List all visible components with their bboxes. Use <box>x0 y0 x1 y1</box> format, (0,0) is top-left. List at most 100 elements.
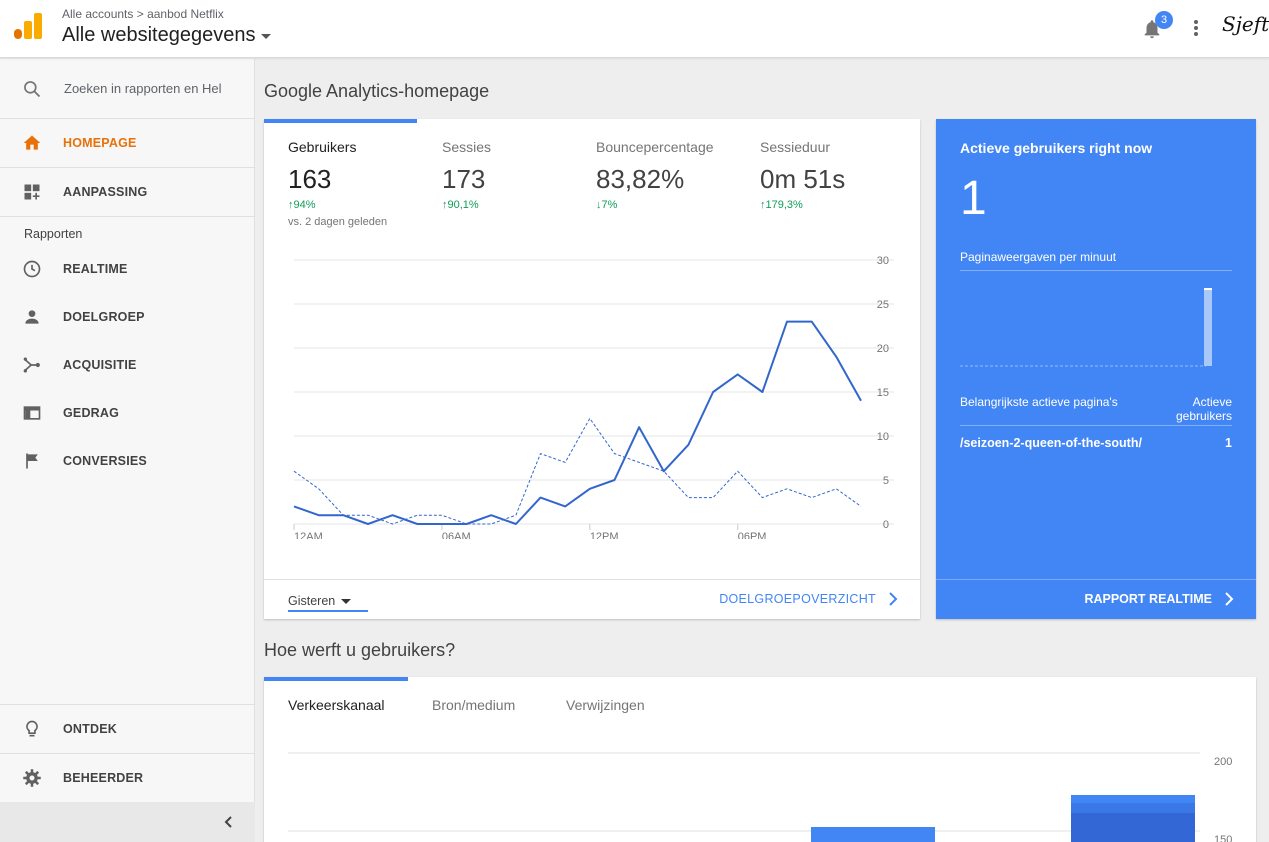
card-footer: Gisteren DOELGROEPOVERZICHT <box>264 579 920 619</box>
sidebar-item-label: REALTIME <box>63 262 128 276</box>
x-tick-label: 06PM <box>738 531 767 539</box>
dashboard-add-icon <box>24 184 40 200</box>
dropdown-arrow-icon <box>261 34 272 39</box>
metric-change: ↑94% <box>288 199 387 211</box>
audience-overview-card: Gebruikers 163 ↑94% vs. 2 dagen geleden … <box>264 119 920 619</box>
arrow-up-icon: ↑ <box>442 199 448 211</box>
tab-traffic-channel[interactable]: Verkeerskanaal <box>288 697 385 713</box>
breadcrumb[interactable]: Alle accounts > aanbod Netflix <box>62 7 224 21</box>
date-range-value: Gisteren <box>288 594 336 608</box>
collapse-sidebar-bar[interactable] <box>0 802 255 842</box>
realtime-title: Actieve gebruikers right now <box>960 140 1153 156</box>
metric-change: ↑179,3% <box>760 199 845 211</box>
person-icon <box>25 310 39 324</box>
y-tick-label: 5 <box>883 475 889 487</box>
reports-section-label: Rapporten <box>24 227 83 241</box>
dropdown-arrow-icon <box>341 598 352 604</box>
y-tick-label: 30 <box>877 255 889 267</box>
users-series-line <box>293 320 862 525</box>
active-tab-indicator <box>264 677 408 681</box>
metric-label: Sessieduur <box>760 139 831 155</box>
account-avatar-signature[interactable]: Sjeft <box>1222 12 1269 36</box>
y-tick-label: 15 <box>877 387 889 399</box>
chevron-right-icon <box>889 592 898 606</box>
lightbulb-icon <box>26 720 38 737</box>
users-line-chart: 0 5 10 15 20 25 30 12AM 06AM 12PM 06PM <box>293 255 894 539</box>
channel-bar-segment[interactable] <box>1071 795 1195 803</box>
active-users-header: Actieve gebruikers <box>1176 395 1232 423</box>
sidebar-item-conversions[interactable]: CONVERSIES <box>0 437 254 485</box>
sidebar-item-label: DOELGROEP <box>63 310 145 324</box>
sidebar-item-label: AANPASSING <box>63 185 148 199</box>
audience-overview-link[interactable]: DOELGROEPOVERZICHT <box>719 592 898 606</box>
x-tick-label: 12PM <box>590 531 619 539</box>
metric-bounce-rate[interactable]: Bouncepercentage 83,82% ↓7% <box>596 139 714 211</box>
search-icon <box>24 80 41 97</box>
metric-label: Gebruikers <box>288 139 357 155</box>
acquisition-bar-chart: 200 150 <box>288 752 1232 842</box>
audience-overview-link-label: DOELGROEPOVERZICHT <box>719 592 876 606</box>
metric-change: ↓7% <box>596 199 714 211</box>
sidebar-footer-nav: ONTDEK BEHEERDER <box>0 704 255 802</box>
channel-bar-segment[interactable] <box>1071 803 1195 813</box>
active-metric-indicator <box>264 119 417 123</box>
notification-count-badge: 3 <box>1155 11 1173 29</box>
sidebar-item-customization[interactable]: AANPASSING <box>0 168 254 216</box>
metric-label: Sessies <box>442 139 492 155</box>
sidebar-item-label: CONVERSIES <box>63 454 147 468</box>
active-page-path[interactable]: /seizoen-2-queen-of-the-south/ <box>960 436 1142 450</box>
tab-source-medium[interactable]: Bron/medium <box>432 697 516 713</box>
analytics-logo[interactable] <box>14 13 42 39</box>
sidebar-item-label: BEHEERDER <box>63 771 144 785</box>
realtime-card: Actieve gebruikers right now 1 Paginawee… <box>936 119 1256 619</box>
sidebar-item-label: GEDRAG <box>63 406 120 420</box>
metric-change: ↑90,1% <box>442 199 491 211</box>
realtime-report-link[interactable]: RAPPORT REALTIME <box>1084 592 1234 606</box>
web-page-icon <box>23 406 41 420</box>
sidebar-item-label: ONTDEK <box>63 722 117 736</box>
pageview-bar <box>1204 288 1212 366</box>
pageviews-per-minute-chart <box>960 288 1212 367</box>
sidebar-item-admin[interactable]: BEHEERDER <box>0 754 255 802</box>
metric-users[interactable]: Gebruikers 163 ↑94% vs. 2 dagen geleden <box>288 139 387 228</box>
search-input[interactable]: Zoeken in rapporten en Hel <box>64 81 222 96</box>
property-view-selector[interactable]: Alle websitegegevens <box>62 24 272 47</box>
sidebar-item-acquisition[interactable]: ACQUISITIE <box>0 341 254 389</box>
realtime-report-link-label: RAPPORT REALTIME <box>1084 592 1212 606</box>
metric-session-duration[interactable]: Sessieduur 0m 51s ↑179,3% <box>760 139 845 211</box>
more-options-icon[interactable] <box>1190 18 1202 38</box>
metric-label: Bouncepercentage <box>596 139 714 155</box>
metric-change-value: 7% <box>601 199 618 211</box>
y-tick-label: 25 <box>877 299 889 311</box>
sidebar-item-audience[interactable]: DOELGROEP <box>0 293 254 341</box>
comparison-series-line <box>293 417 862 525</box>
metric-change-value: 90,1% <box>447 199 479 211</box>
divider <box>0 216 254 217</box>
chevron-left-icon[interactable] <box>221 814 237 830</box>
sidebar-item-behavior[interactable]: GEDRAG <box>0 389 254 437</box>
page-title: Google Analytics-homepage <box>264 81 490 101</box>
property-view-label: Alle websitegegevens <box>62 24 256 46</box>
sidebar: Zoeken in rapporten en Hel HOMEPAGE AANP… <box>0 59 255 842</box>
breadcrumb-root[interactable]: Alle accounts <box>62 7 134 21</box>
metric-sessions[interactable]: Sessies 173 ↑90,1% <box>442 139 491 211</box>
y-tick-label: 20 <box>877 343 889 355</box>
report-search[interactable]: Zoeken in rapporten en Hel <box>0 59 254 119</box>
sidebar-item-label: HOMEPAGE <box>63 136 137 150</box>
gear-icon <box>23 769 41 787</box>
date-range-dropdown[interactable]: Gisteren <box>288 592 368 612</box>
sidebar-item-discover[interactable]: ONTDEK <box>0 705 255 753</box>
sidebar-item-homepage[interactable]: HOMEPAGE <box>0 119 254 167</box>
pageview-bar-top <box>1204 288 1212 290</box>
sidebar-item-realtime[interactable]: REALTIME <box>0 245 254 293</box>
tab-referrals[interactable]: Verwijzingen <box>566 697 645 713</box>
metric-value: 0m 51s <box>760 164 846 194</box>
y-tick-label: 10 <box>877 431 889 443</box>
channel-bar[interactable] <box>811 827 935 842</box>
channel-bar-segment[interactable] <box>1071 813 1195 842</box>
breadcrumb-account[interactable]: aanbod Netflix <box>147 7 224 21</box>
top-app-bar: Alle accounts > aanbod Netflix Alle webs… <box>0 0 1269 58</box>
metric-value: 83,82% <box>596 164 685 194</box>
comparison-note: vs. 2 dagen geleden <box>288 216 388 228</box>
x-tick-label: 06AM <box>442 531 471 539</box>
